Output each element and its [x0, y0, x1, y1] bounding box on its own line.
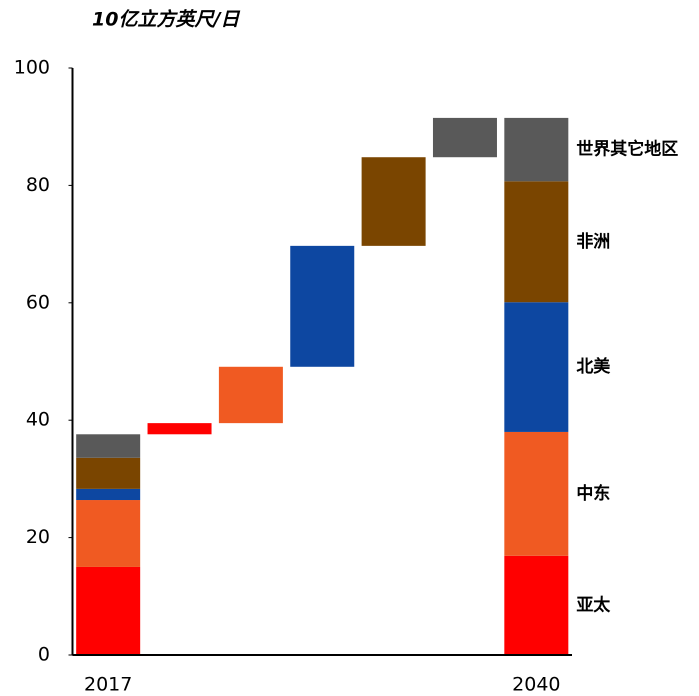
bar — [76, 434, 141, 458]
y-tick-label: 20 — [26, 526, 50, 548]
legend-label: 北美 — [576, 356, 611, 377]
bar — [76, 566, 141, 655]
legend-label: 非洲 — [576, 231, 610, 252]
bar — [504, 555, 569, 655]
x-tick-label: 2040 — [512, 674, 560, 696]
bar — [76, 500, 141, 567]
bar — [76, 488, 141, 501]
y-tick-label: 100 — [14, 57, 50, 79]
legend-label: 中东 — [576, 483, 610, 504]
bar — [361, 157, 426, 246]
y-tick-label: 80 — [26, 174, 50, 196]
bar — [504, 302, 569, 432]
legend-label: 亚太 — [576, 594, 611, 615]
bar — [504, 181, 569, 303]
y-tick-label: 40 — [26, 409, 50, 431]
bar — [290, 245, 355, 367]
legend-label: 世界其它地区 — [576, 139, 678, 160]
bar — [76, 457, 141, 489]
y-tick-label: 0 — [38, 644, 50, 666]
bar — [218, 366, 283, 424]
x-tick-label: 2017 — [84, 674, 132, 696]
chart-title: 10亿立方英尺/日 — [92, 9, 240, 31]
bar — [432, 117, 497, 158]
bar — [504, 117, 569, 182]
bar — [504, 431, 569, 556]
bar — [147, 423, 212, 435]
y-tick-label: 60 — [26, 291, 50, 313]
